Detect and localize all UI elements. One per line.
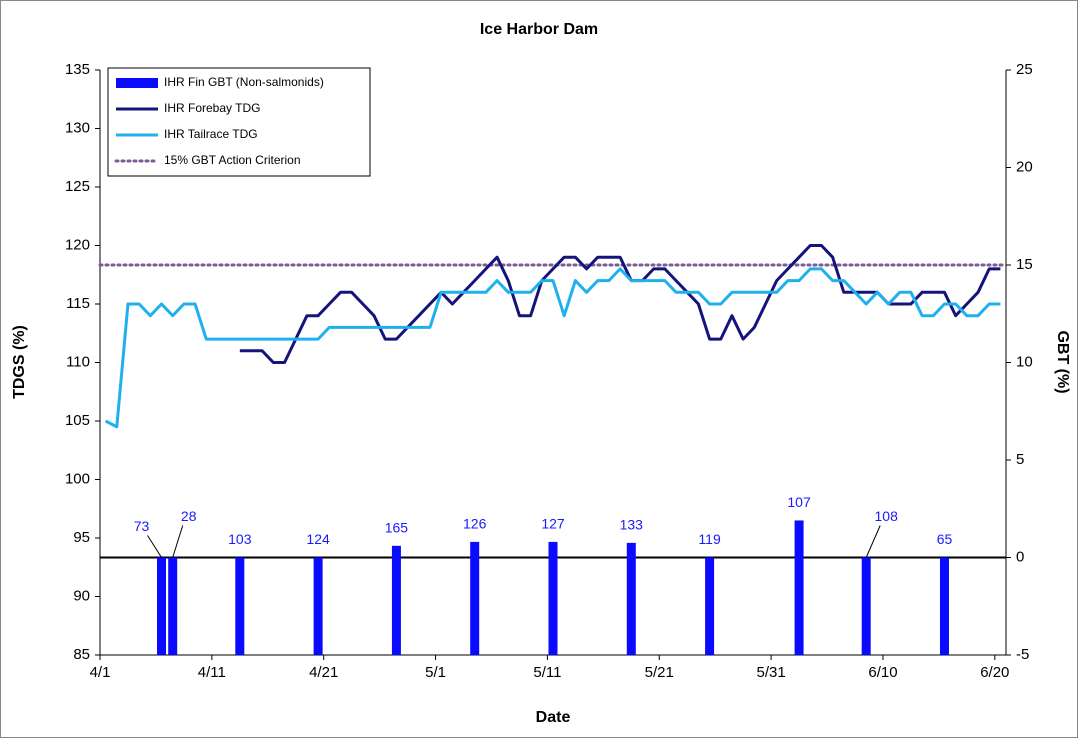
bar (470, 541, 480, 655)
legend-box (107, 67, 371, 177)
y-tick-label: 85 (73, 646, 90, 663)
y-tick-label: 120 (65, 236, 90, 253)
legend-label: IHR Tailrace TDG (164, 127, 258, 141)
y-tick-label: 105 (65, 412, 90, 429)
y-tick-label: 90 (73, 587, 90, 604)
x-tick-label: 4/11 (198, 664, 226, 681)
y-tick-label: 135 (65, 61, 90, 78)
y-tick-label: 115 (66, 295, 90, 312)
line (104, 267, 1001, 429)
bar (626, 542, 636, 655)
chart-title: Ice Harbor Dam (480, 21, 598, 38)
bar-label: 126 (463, 516, 487, 532)
bar (794, 520, 804, 655)
bar (168, 557, 178, 655)
bar-label: 127 (541, 516, 565, 532)
bar-label: 73 (134, 518, 150, 534)
bar (157, 557, 167, 655)
y-tick-label: 130 (65, 119, 90, 136)
y2-tick-label: 15 (1016, 256, 1033, 273)
bar (313, 557, 323, 655)
bar (939, 557, 949, 655)
bar-label: 108 (875, 508, 899, 524)
bar (861, 557, 871, 655)
x-tick-label: 5/1 (425, 664, 446, 681)
x-tick-label: 5/31 (757, 664, 786, 681)
y2-tick-label: 5 (1016, 451, 1024, 468)
y2-tick-label: 0 (1016, 548, 1024, 565)
legend-label: 15% GBT Action Criterion (164, 153, 301, 167)
bar (235, 557, 245, 655)
leader-line (147, 535, 162, 558)
legend-label: IHR Forebay TDG (164, 101, 260, 115)
y-tick-label: 100 (65, 470, 90, 487)
y2-tick-label: 10 (1016, 353, 1033, 370)
legend-swatch (116, 78, 158, 88)
y2-tick-label: 25 (1016, 61, 1033, 78)
bar-label: 28 (181, 508, 197, 524)
bar-label: 103 (228, 531, 252, 547)
bar-label: 124 (306, 531, 330, 547)
y-tick-label: 95 (73, 529, 90, 546)
bar-label: 133 (620, 517, 644, 533)
line (239, 244, 1001, 364)
bar-label: 107 (787, 494, 811, 510)
x-tick-label: 5/21 (645, 664, 674, 681)
bar (548, 541, 558, 655)
bar-label: 165 (385, 520, 409, 536)
bar-label: 65 (937, 531, 953, 547)
bar-label: 119 (698, 531, 721, 547)
bar (391, 545, 401, 655)
y2-tick-label: -5 (1016, 646, 1029, 663)
x-tick-label: 6/20 (980, 664, 1009, 681)
y-axis-title: TDGS (%) (11, 325, 28, 399)
bar (705, 557, 715, 655)
y-tick-label: 110 (66, 353, 90, 370)
y-tick-label: 125 (65, 178, 90, 195)
x-tick-label: 5/11 (533, 664, 561, 681)
x-axis-title: Date (536, 709, 571, 726)
x-tick-label: 4/1 (90, 664, 111, 681)
x-tick-label: 4/21 (309, 664, 338, 681)
y2-axis-title: GBT (%) (1054, 330, 1071, 393)
y2-tick-label: 20 (1016, 158, 1033, 175)
legend-label: IHR Fin GBT (Non-salmonids) (164, 75, 324, 89)
leader-line (172, 525, 184, 558)
x-tick-label: 6/10 (868, 664, 897, 681)
leader-line (865, 525, 881, 558)
